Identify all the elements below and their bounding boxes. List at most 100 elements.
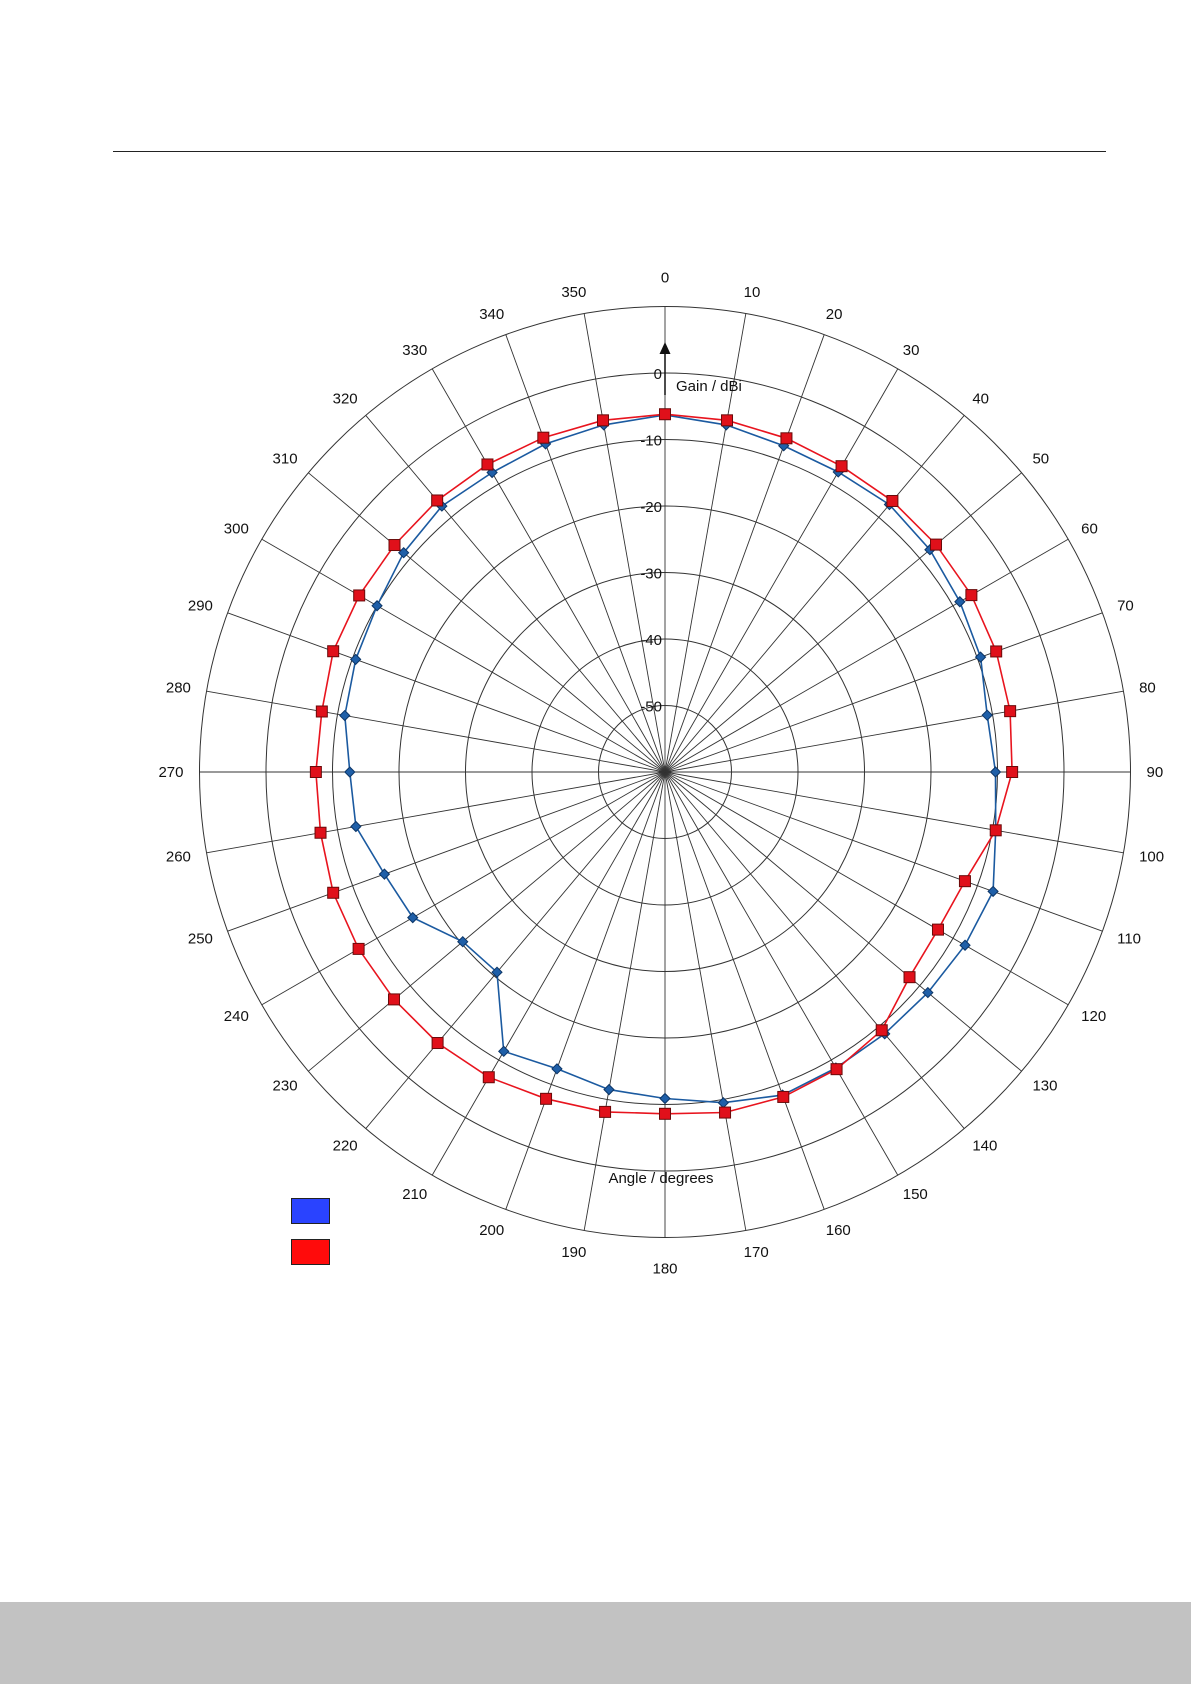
series-red-marker	[931, 923, 944, 936]
series-red-marker	[596, 414, 609, 427]
radial-axis-title: Gain / dBi	[676, 378, 742, 395]
angle-tick-label: 90	[1147, 764, 1164, 781]
series-layer	[309, 408, 1019, 1120]
grid-spoke	[365, 415, 666, 773]
series-red-marker	[1004, 705, 1017, 718]
grid-spoke	[583, 313, 666, 773]
series-blue-marker	[349, 653, 362, 666]
series-blue-marker	[491, 966, 503, 978]
footer-band	[0, 1602, 1191, 1684]
series-blue-marker	[959, 939, 971, 951]
series-blue-marker	[339, 709, 351, 722]
angle-axis-title: Angle / degrees	[608, 1170, 713, 1187]
label-layer: 0 -10 -20 -30 -40 -50 0 10 20 30 40 50 60 70 80 90 100 11…	[158, 270, 1164, 1278]
series-blue-marker	[498, 1045, 510, 1058]
radial-axis-arrow	[659, 342, 671, 395]
angle-tick-label: 70	[1117, 597, 1134, 614]
radial-tick-label: -50	[640, 699, 662, 716]
grid-spoke	[261, 538, 666, 773]
angle-tick-label: 140	[972, 1137, 997, 1154]
series-blue-marker	[603, 1083, 615, 1096]
series-red-marker	[659, 408, 671, 421]
series-red-marker	[540, 1092, 553, 1105]
grid-spoke	[664, 538, 1069, 773]
angle-tick-label: 280	[166, 679, 191, 696]
series-blue-marker	[659, 1092, 671, 1105]
series-red-marker	[930, 538, 943, 551]
grid-spoke	[206, 690, 666, 773]
grid-spoke	[505, 771, 666, 1210]
angle-tick-label: 290	[188, 597, 213, 614]
series-red-marker	[990, 645, 1003, 658]
legend-swatch-red	[291, 1239, 330, 1265]
grid-spoke	[583, 771, 666, 1231]
series-blue-marker	[457, 935, 469, 948]
series-red-marker	[875, 1024, 888, 1037]
series-blue-marker	[954, 596, 966, 608]
grid-spoke	[664, 334, 825, 773]
radial-tick-label: -30	[640, 566, 662, 583]
series-red-marker	[721, 414, 734, 427]
grid-spoke	[664, 771, 965, 1129]
angle-tick-label: 310	[273, 451, 298, 468]
series-red-marker	[309, 766, 322, 778]
angle-tick-label: 30	[903, 342, 920, 359]
angle-tick-label: 200	[479, 1222, 504, 1239]
grid-spoke	[664, 368, 899, 773]
series-red-marker	[314, 826, 327, 839]
polar-grid	[199, 306, 1131, 1238]
series-red-marker	[886, 494, 899, 507]
series-red-marker	[481, 458, 494, 471]
grid-spoke	[227, 771, 666, 932]
angle-tick-label: 20	[826, 306, 843, 323]
series-blue-marker	[551, 1063, 563, 1075]
series-red-marker	[830, 1063, 843, 1076]
angle-tick-label: 110	[1117, 931, 1141, 948]
series-red-marker	[958, 875, 971, 888]
series-blue-marker	[371, 600, 383, 612]
grid-spoke	[431, 771, 666, 1176]
series-red-marker	[388, 539, 401, 552]
grid-spoke	[664, 771, 1022, 1072]
series-blue-marker	[922, 986, 934, 999]
angle-tick-label: 180	[652, 1261, 677, 1278]
series-red-marker	[659, 1107, 671, 1120]
angle-tick-label: 190	[561, 1244, 586, 1261]
angle-tick-label: 230	[273, 1077, 298, 1094]
series-blue-marker	[407, 911, 419, 924]
series-blue-marker	[717, 1097, 730, 1109]
angle-tick-label: 210	[402, 1186, 427, 1203]
series-red-marker	[387, 993, 400, 1006]
series-blue-marker	[344, 766, 356, 778]
angle-tick-label: 80	[1139, 679, 1156, 696]
series-red-marker	[719, 1106, 732, 1119]
angle-tick-label: 270	[158, 764, 183, 781]
grid-spoke	[664, 771, 1124, 854]
series-red-marker	[431, 1037, 444, 1050]
series-blue-marker	[987, 885, 999, 898]
series-red-marker	[777, 1090, 790, 1103]
angle-tick-label: 150	[903, 1186, 928, 1203]
header-rule	[113, 151, 1106, 152]
grid-spoke	[261, 771, 666, 1006]
angle-tick-label: 100	[1139, 849, 1164, 866]
grid-spoke	[365, 771, 666, 1129]
series-red-marker	[482, 1071, 495, 1084]
grid-spoke	[308, 472, 666, 773]
angle-tick-label: 130	[1032, 1077, 1057, 1094]
grid-spoke	[664, 690, 1124, 773]
radial-tick-label: -10	[640, 433, 662, 450]
grid-spoke	[664, 313, 747, 773]
angle-tick-label: 40	[972, 391, 989, 408]
series-red-marker	[965, 589, 978, 602]
angle-tick-label: 260	[166, 849, 191, 866]
grid-spoke	[664, 771, 899, 1176]
angle-tick-label: 220	[333, 1137, 358, 1154]
angle-tick-label: 0	[661, 270, 669, 287]
grid-spoke	[227, 612, 666, 773]
angle-tick-label: 240	[224, 1008, 249, 1025]
series-red-marker	[431, 494, 444, 507]
radial-tick-label: 0	[654, 366, 662, 383]
angle-tick-label: 340	[479, 306, 504, 323]
